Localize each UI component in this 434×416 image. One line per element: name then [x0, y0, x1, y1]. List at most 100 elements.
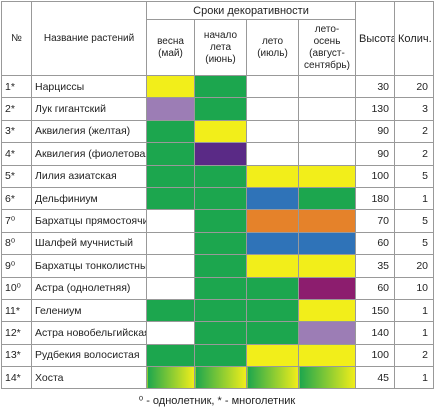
- count-value: 1: [394, 298, 434, 323]
- plant-name: Аквилегия (желтая): [31, 119, 147, 144]
- header-height: Высота: [355, 1, 395, 76]
- plant-name: Дельфиниум: [31, 186, 147, 211]
- plant-name: Рудбекия волосистая: [31, 343, 147, 368]
- season-cell: [246, 366, 299, 390]
- season-cell: [194, 298, 247, 323]
- height-value: 70: [355, 209, 395, 233]
- count-value: 20: [394, 254, 434, 278]
- season-cell: [194, 164, 247, 188]
- season-cell: [246, 231, 299, 256]
- season-cell: [246, 298, 299, 323]
- season-cell: [146, 97, 195, 121]
- season-cell: [194, 142, 247, 166]
- height-value: 180: [355, 186, 395, 211]
- height-value: 90: [355, 119, 395, 144]
- table-row: 10⁰ Астра (однолетняя) 60 10: [1, 276, 434, 300]
- season-cell: [298, 276, 356, 300]
- plant-name: Нарциссы: [31, 74, 147, 99]
- header-season: весна (май): [146, 19, 195, 76]
- row-num: 3*: [1, 119, 32, 144]
- table-row: 6* Дельфиниум 180 1: [1, 186, 434, 211]
- height-value: 60: [355, 276, 395, 300]
- season-cell: [194, 119, 247, 144]
- height-value: 100: [355, 164, 395, 188]
- season-cell: [146, 276, 195, 300]
- table-row: 7⁰ Бархатцы прямостоячие 70 5: [1, 209, 434, 233]
- plant-table: № Название растений Сроки декоративности…: [1, 1, 434, 390]
- season-cell: [146, 366, 195, 390]
- header-season: лето (июль): [246, 19, 299, 76]
- season-cell: [298, 186, 356, 211]
- season-cell: [246, 254, 299, 278]
- height-value: 150: [355, 298, 395, 323]
- season-cell: [298, 74, 356, 99]
- season-cell: [298, 321, 356, 345]
- season-cell: [146, 298, 195, 323]
- plant-name: Хоста: [31, 366, 147, 390]
- table-row: 11* Гелениум 150 1: [1, 298, 434, 323]
- season-cell: [146, 74, 195, 99]
- row-num: 11*: [1, 298, 32, 323]
- count-value: 2: [394, 343, 434, 368]
- season-cell: [194, 186, 247, 211]
- plant-name: Лук гигантский: [31, 97, 147, 121]
- plant-name: Бархатцы тонколистные: [31, 254, 147, 278]
- table-row: 8⁰ Шалфей мучнистый 60 5: [1, 231, 434, 256]
- header-name: Название растений: [31, 1, 147, 76]
- height-value: 30: [355, 74, 395, 99]
- height-value: 60: [355, 231, 395, 256]
- season-cell: [146, 142, 195, 166]
- count-value: 2: [394, 142, 434, 166]
- table-row: 9⁰ Бархатцы тонколистные 35 20: [1, 254, 434, 278]
- season-cell: [246, 209, 299, 233]
- table-row: 4* Аквилегия (фиолетовая) 90 2: [1, 142, 434, 166]
- row-num: 4*: [1, 142, 32, 166]
- height-value: 45: [355, 366, 395, 390]
- season-cell: [246, 119, 299, 144]
- season-cell: [298, 254, 356, 278]
- row-num: 14*: [1, 366, 32, 390]
- season-cell: [194, 74, 247, 99]
- season-cell: [246, 142, 299, 166]
- season-cell: [194, 343, 247, 368]
- row-num: 5*: [1, 164, 32, 188]
- season-cell: [194, 254, 247, 278]
- season-cell: [298, 366, 356, 390]
- row-num: 12*: [1, 321, 32, 345]
- plant-name: Астра новобельгийская: [31, 321, 147, 345]
- row-num: 1*: [1, 74, 32, 99]
- header-season: начало лета (июнь): [194, 19, 247, 76]
- season-cell: [298, 142, 356, 166]
- count-value: 5: [394, 209, 434, 233]
- plant-name: Аквилегия (фиолетовая): [31, 142, 147, 166]
- height-value: 90: [355, 142, 395, 166]
- header-season: лето-осень (август- сентябрь): [298, 19, 356, 76]
- season-cell: [246, 186, 299, 211]
- height-value: 130: [355, 97, 395, 121]
- table-row: 14* Хоста 45 1: [1, 366, 434, 390]
- row-num: 13*: [1, 343, 32, 368]
- table-row: 13* Рудбекия волосистая 100 2: [1, 343, 434, 368]
- season-cell: [194, 97, 247, 121]
- season-cell: [298, 343, 356, 368]
- season-cell: [146, 119, 195, 144]
- season-cell: [246, 343, 299, 368]
- header-count: Колич.: [394, 1, 434, 76]
- season-cell: [246, 164, 299, 188]
- season-cell: [246, 74, 299, 99]
- table-row: 2* Лук гигантский 130 3: [1, 97, 434, 121]
- season-cell: [298, 231, 356, 256]
- plant-name: Лилия азиатская: [31, 164, 147, 188]
- row-num: 6*: [1, 186, 32, 211]
- count-value: 3: [394, 97, 434, 121]
- row-num: 8⁰: [1, 231, 32, 256]
- count-value: 5: [394, 231, 434, 256]
- height-value: 100: [355, 343, 395, 368]
- count-value: 1: [394, 321, 434, 345]
- season-cell: [194, 366, 247, 390]
- plant-name: Бархатцы прямостоячие: [31, 209, 147, 233]
- plant-name: Шалфей мучнистый: [31, 231, 147, 256]
- header-period: Сроки декоративности: [146, 1, 356, 20]
- count-value: 10: [394, 276, 434, 300]
